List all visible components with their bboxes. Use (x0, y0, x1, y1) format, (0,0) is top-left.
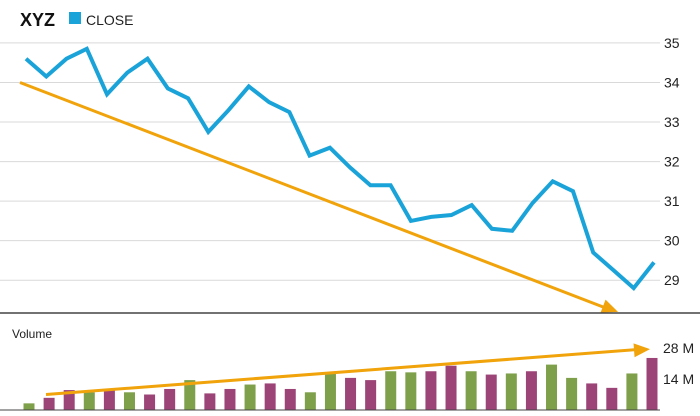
legend-swatch-close (69, 12, 81, 24)
volume-bar (626, 373, 638, 410)
volume-trend-group (45, 343, 650, 396)
volume-bar (83, 392, 95, 410)
price-tick-label: 32 (664, 154, 680, 170)
price-trend-line (19, 81, 609, 311)
price-line-group (24, 46, 656, 291)
volume-bar (405, 372, 417, 410)
price-tick-label: 31 (664, 193, 680, 209)
volume-bar (586, 383, 598, 410)
volume-bars (23, 357, 658, 410)
volume-bar (164, 388, 176, 410)
volume-trend-arrowhead (633, 343, 650, 358)
volume-bar (123, 392, 135, 410)
volume-bar (43, 397, 55, 410)
price-tick-label: 30 (664, 233, 680, 249)
price-trend-arrowhead (600, 299, 618, 313)
volume-title: Volume (12, 327, 52, 341)
price-tick-label: 35 (664, 35, 680, 51)
volume-bar (425, 371, 437, 410)
volume-tick-label: 14 M (663, 371, 694, 387)
volume-bar (646, 357, 658, 410)
volume-bar (304, 392, 316, 410)
close-series-line (24, 46, 656, 291)
volume-bar (485, 374, 497, 410)
volume-bar (244, 384, 256, 410)
chart-title: XYZ (20, 10, 55, 30)
volume-bar (606, 387, 618, 410)
volume-bar (465, 371, 477, 410)
price-trend-group (19, 81, 618, 313)
volume-bar (204, 393, 216, 410)
volume-bar (264, 383, 276, 410)
volume-bar (505, 373, 517, 410)
volume-trend-line (45, 348, 639, 396)
volume-bar (445, 365, 457, 410)
volume-bar (525, 371, 537, 410)
volume-bar (103, 388, 115, 410)
volume-bar (184, 380, 196, 410)
volume-bar (144, 394, 156, 410)
volume-bar (63, 390, 75, 410)
volume-bar (385, 371, 397, 410)
price-tick-labels: 29 30 31 32 33 34 35 (664, 35, 680, 288)
volume-bar (365, 380, 377, 410)
volume-bar (546, 364, 558, 410)
volume-bar (284, 388, 296, 410)
price-tick-label: 33 (664, 114, 680, 130)
volume-bar (324, 372, 336, 410)
volume-tick-label: 28 M (663, 340, 694, 356)
volume-bar (566, 377, 578, 410)
price-tick-label: 34 (664, 74, 680, 90)
price-tick-label: 29 (664, 272, 680, 288)
volume-tick-labels: 14 M 28 M (663, 340, 694, 387)
legend-label-close: CLOSE (86, 12, 133, 28)
volume-bar (23, 403, 35, 410)
volume-bar (345, 377, 357, 410)
volume-bar (224, 388, 236, 410)
